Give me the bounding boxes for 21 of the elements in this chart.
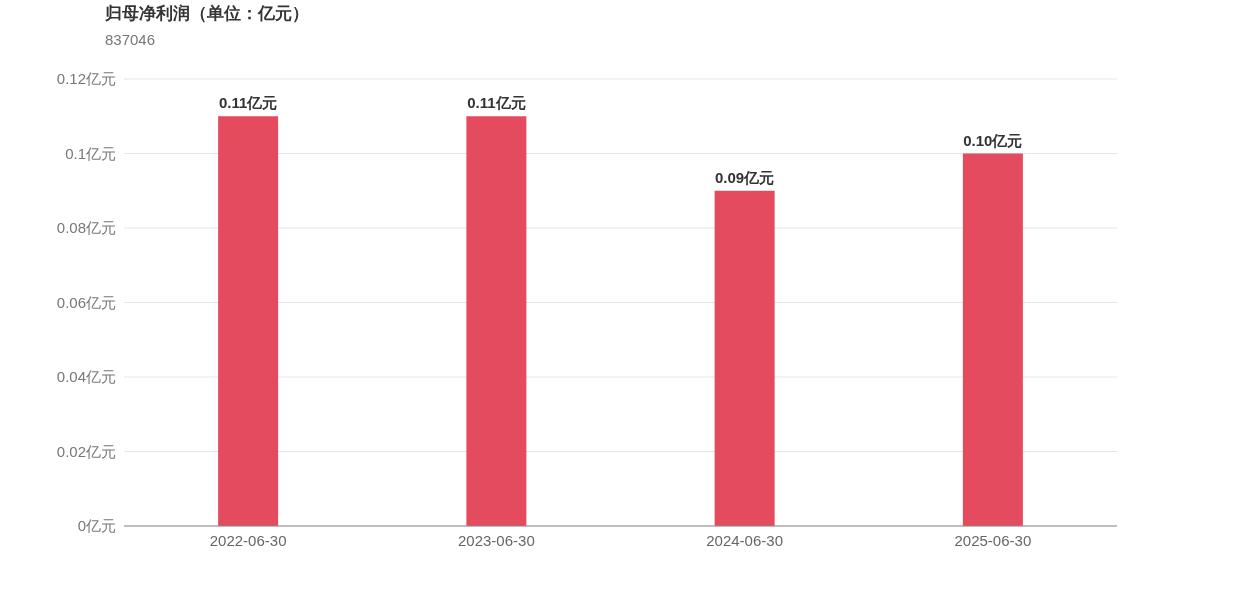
bar xyxy=(466,116,527,526)
chart-title: 归母净利润（单位：亿元） xyxy=(104,4,309,23)
data-label: 0.09亿元 xyxy=(715,168,775,186)
y-tick-label: 0亿元 xyxy=(77,517,116,535)
x-tick-label: 2022-06-30 xyxy=(209,532,287,549)
y-tick-label: 0.1亿元 xyxy=(65,144,116,162)
y-tick-label: 0.02亿元 xyxy=(56,442,116,460)
bar xyxy=(962,153,1023,526)
chart-subtitle: 837046 xyxy=(105,31,156,48)
y-tick-label: 0.04亿元 xyxy=(56,368,116,386)
data-label: 0.10亿元 xyxy=(963,131,1023,149)
bar xyxy=(218,116,279,526)
x-tick-label: 2024-06-30 xyxy=(706,532,783,549)
data-label: 0.11亿元 xyxy=(218,94,278,112)
y-tick-label: 0.06亿元 xyxy=(56,293,116,311)
data-label: 0.11亿元 xyxy=(467,94,526,112)
y-tick-label: 0.12亿元 xyxy=(56,70,116,88)
y-tick-label: 0.08亿元 xyxy=(56,219,116,237)
bar xyxy=(714,190,775,526)
x-tick-label: 2025-06-30 xyxy=(954,532,1032,549)
x-tick-label: 2023-06-30 xyxy=(458,532,535,549)
